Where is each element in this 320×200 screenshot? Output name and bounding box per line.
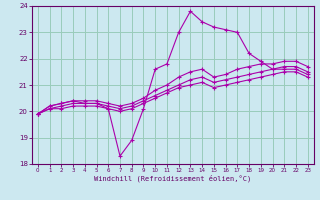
X-axis label: Windchill (Refroidissement éolien,°C): Windchill (Refroidissement éolien,°C) [94, 175, 252, 182]
